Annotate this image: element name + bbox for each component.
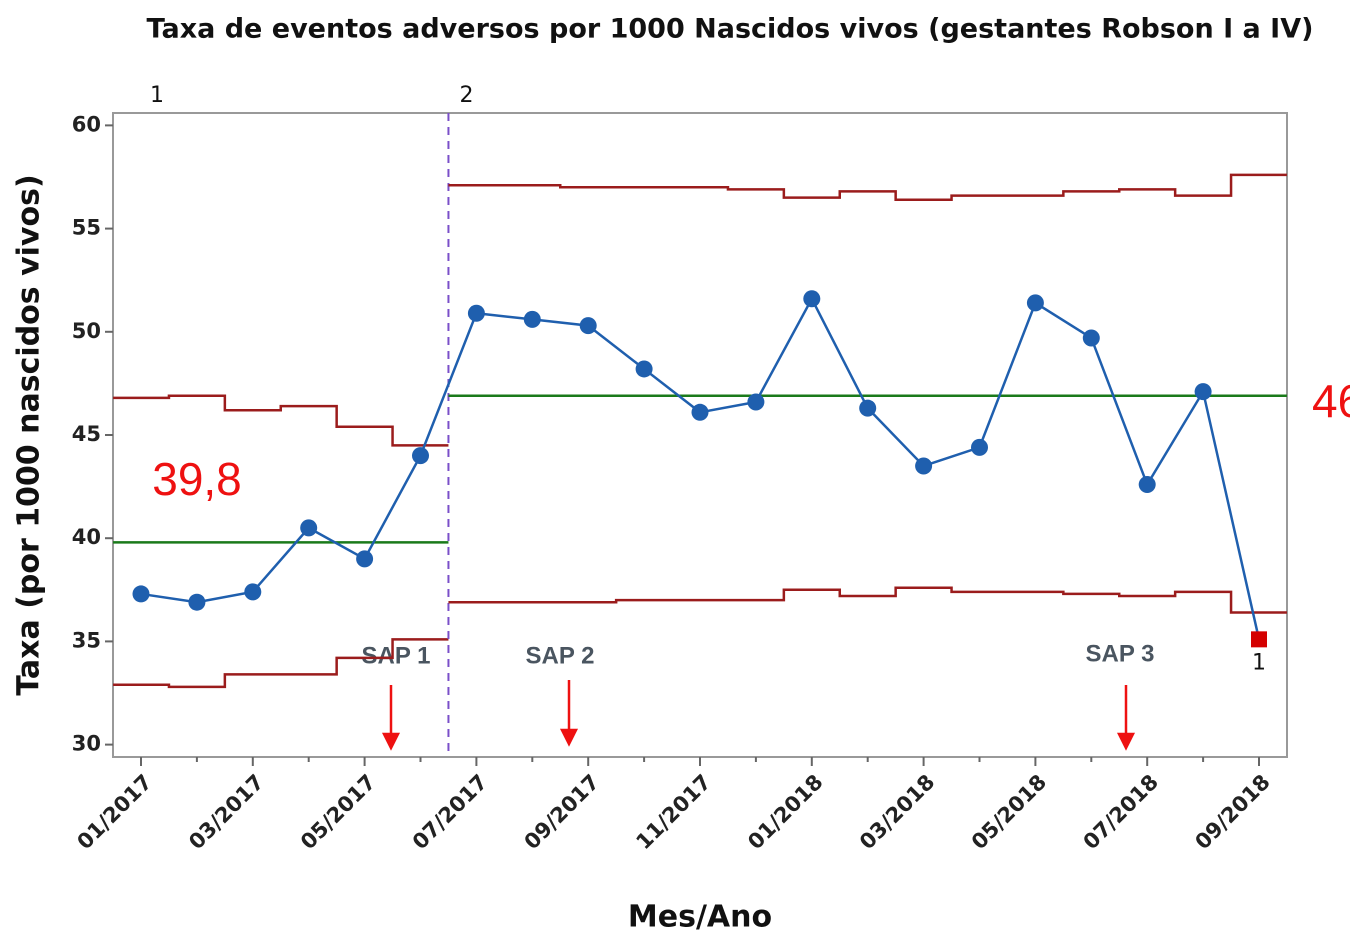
y-tick-label: 60	[72, 112, 101, 136]
point	[1194, 383, 1212, 401]
point	[971, 438, 988, 456]
y-tick-label: 50	[72, 319, 101, 343]
chart-title: Taxa de eventos adversos por 1000 Nascid…	[147, 14, 1314, 45]
arrow-head	[1116, 732, 1136, 751]
point	[1026, 294, 1044, 312]
point	[188, 593, 206, 611]
y-axis-title: Taxa (por 1000 nascidos vivos)	[12, 174, 47, 695]
lcl-line	[448, 586, 1287, 614]
arrow-head	[381, 732, 401, 751]
annotation-arrows	[381, 680, 1136, 751]
ucl-line	[113, 394, 449, 447]
y-tick-label: 35	[72, 628, 101, 652]
annotation: SAP 2	[526, 642, 595, 669]
point	[579, 317, 597, 335]
point	[412, 447, 429, 465]
arrow-head	[559, 728, 579, 747]
point	[1082, 329, 1100, 347]
annotation: SAP 1	[362, 642, 431, 669]
point	[132, 585, 150, 603]
stage-label: 2	[459, 83, 473, 108]
center-label: 46	[1312, 375, 1350, 427]
y-tick-label: 40	[72, 525, 101, 549]
ucl-line	[448, 173, 1287, 201]
point	[691, 403, 709, 421]
point	[859, 399, 877, 417]
center-label: 39,8	[152, 453, 242, 505]
y-tick-label: 55	[72, 216, 101, 240]
point	[915, 457, 933, 475]
flagged-point	[1251, 631, 1267, 648]
annotation: SAP 3	[1086, 640, 1155, 667]
lcl-line	[113, 638, 449, 689]
point	[1138, 476, 1156, 494]
point	[635, 360, 653, 378]
point	[747, 393, 765, 411]
point	[244, 583, 262, 601]
point	[523, 310, 541, 328]
point	[300, 519, 318, 537]
point	[467, 304, 485, 322]
y-tick-label: 30	[72, 732, 101, 756]
y-tick-label: 45	[72, 422, 101, 446]
point	[803, 290, 821, 308]
x-axis-title: Mes/Ano	[628, 900, 772, 935]
flag-label: 1	[1252, 650, 1266, 675]
stage-label: 1	[150, 83, 164, 108]
point	[356, 550, 374, 568]
